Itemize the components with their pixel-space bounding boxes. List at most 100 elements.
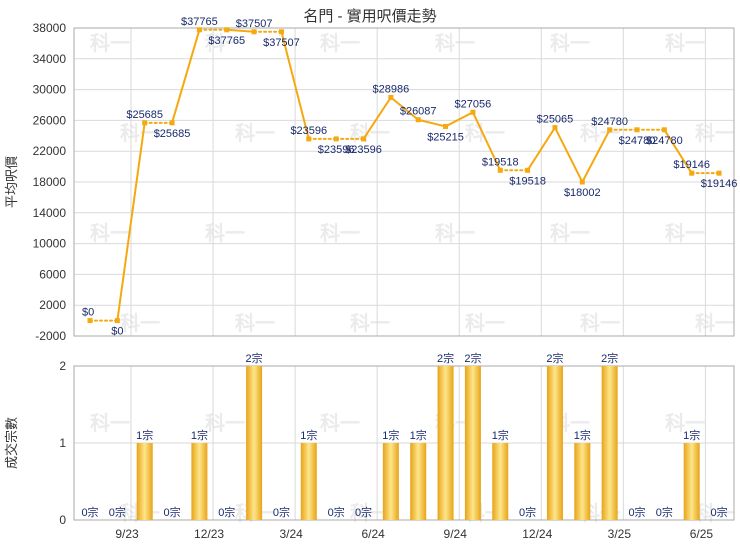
- bar-y-tick-label: 1: [59, 436, 66, 450]
- watermark-text: 科一: [665, 31, 705, 55]
- bar: [546, 366, 563, 520]
- x-tick-label: 6/24: [361, 527, 385, 541]
- line-data-label: $37507: [236, 18, 273, 30]
- watermark-text: 科一: [665, 221, 705, 245]
- series-line-segment: [526, 126, 556, 172]
- series-line-segment: [389, 96, 420, 121]
- line-data-point: [607, 127, 613, 133]
- bar-data-label: 1宗: [136, 428, 153, 442]
- bar: [492, 443, 509, 520]
- line-data-label: $0: [111, 326, 123, 338]
- bar-y-axis-title: 成交宗數: [4, 417, 19, 469]
- series-line-segment: [362, 96, 392, 140]
- bar-data-label: 0宗: [628, 505, 645, 519]
- line-data-label: $19518: [509, 175, 546, 187]
- line-data-label: $24780: [619, 135, 656, 147]
- watermark-text: 科一: [435, 221, 475, 245]
- line-data-point: [142, 120, 148, 126]
- line-data-point: [415, 117, 421, 123]
- watermark-text: 科一: [665, 411, 705, 435]
- bar-data-label: 0宗: [273, 505, 290, 519]
- line-y-tick-label: 22000: [33, 144, 67, 158]
- bar-data-label: 0宗: [656, 505, 673, 519]
- watermark-text: 科一: [205, 411, 245, 435]
- watermark-text: 科一: [550, 221, 590, 245]
- series-line-segment: [116, 121, 146, 322]
- line-data-point: [497, 167, 503, 173]
- watermark-text: 科一: [235, 311, 275, 335]
- watermark-text: 科一: [235, 121, 275, 145]
- watermark-text: 科一: [90, 31, 130, 55]
- x-tick-label: 9/23: [115, 527, 139, 541]
- bar-data-label: 0宗: [163, 505, 180, 519]
- line-data-point: [224, 27, 230, 33]
- watermark-text: 科一: [465, 121, 505, 145]
- bar: [300, 443, 317, 520]
- x-tick-label: 3/25: [608, 527, 632, 541]
- bar: [382, 443, 399, 520]
- bar-data-label: 2宗: [246, 351, 263, 365]
- line-data-point: [333, 136, 339, 142]
- bar-data-label: 2宗: [464, 351, 481, 365]
- line-data-label: $24780: [591, 116, 628, 128]
- watermark-text: 科一: [580, 311, 620, 335]
- bar: [601, 366, 618, 520]
- line-y-tick-label: 18000: [33, 175, 67, 189]
- line-data-point: [661, 127, 667, 133]
- bar: [136, 443, 153, 520]
- line-y-tick-label: 10000: [33, 237, 67, 251]
- watermark-text: 科一: [120, 311, 160, 335]
- line-y-tick-label: 2000: [39, 298, 66, 312]
- series-line-segment: [417, 118, 447, 128]
- line-data-point: [87, 318, 93, 324]
- line-data-point: [634, 127, 640, 133]
- watermark-text: 科一: [580, 121, 620, 145]
- line-data-label: $23596: [290, 125, 327, 137]
- line-data-point: [552, 125, 558, 131]
- series-line-segment: [553, 126, 584, 183]
- line-y-tick-label: 34000: [33, 52, 67, 66]
- x-tick-label: 12/23: [194, 527, 224, 541]
- line-data-label: $24780: [646, 135, 683, 147]
- line-data-label: $19146: [701, 178, 738, 190]
- bar-data-label: 0宗: [710, 505, 727, 519]
- line-data-point: [579, 179, 585, 185]
- line-y-tick-label: -2000: [35, 329, 66, 343]
- bar-data-label: 1宗: [492, 428, 509, 442]
- bar-data-label: 0宗: [328, 505, 345, 519]
- bar: [246, 366, 263, 520]
- line-y-axis-title: 平均呎價: [4, 156, 19, 208]
- bar: [437, 366, 454, 520]
- line-data-label: $25685: [154, 128, 191, 140]
- line-data-label: $25215: [427, 131, 464, 143]
- line-data-label: $26087: [400, 106, 437, 118]
- watermark-text: 科一: [120, 121, 160, 145]
- bar-data-label: 1宗: [574, 428, 591, 442]
- line-data-label: $37765: [181, 16, 218, 28]
- line-data-label: $25065: [537, 114, 574, 126]
- watermark-text: 科一: [320, 221, 360, 245]
- bar-data-label: 0宗: [519, 505, 536, 519]
- watermark-text: 科一: [695, 311, 735, 335]
- bar: [683, 443, 700, 520]
- x-tick-label: 12/24: [522, 527, 552, 541]
- bar-data-label: 0宗: [81, 505, 98, 519]
- line-data-point: [388, 94, 394, 100]
- line-data-point: [169, 120, 175, 126]
- bar: [464, 366, 481, 520]
- bar-data-label: 0宗: [218, 505, 235, 519]
- series-line-segment: [663, 128, 693, 175]
- x-tick-label: 6/25: [690, 527, 714, 541]
- bar-data-label: 0宗: [355, 505, 372, 519]
- bar-data-label: 2宗: [437, 351, 454, 365]
- series-line-segment: [225, 28, 256, 33]
- watermark-text: 科一: [465, 311, 505, 335]
- watermark-text: 科一: [550, 31, 590, 55]
- line-data-label: $18002: [564, 187, 601, 199]
- series-line-segment: [444, 111, 474, 128]
- watermark-text: 科一: [350, 311, 390, 335]
- series-line-segment: [171, 28, 201, 124]
- bar-data-label: 0宗: [109, 505, 126, 519]
